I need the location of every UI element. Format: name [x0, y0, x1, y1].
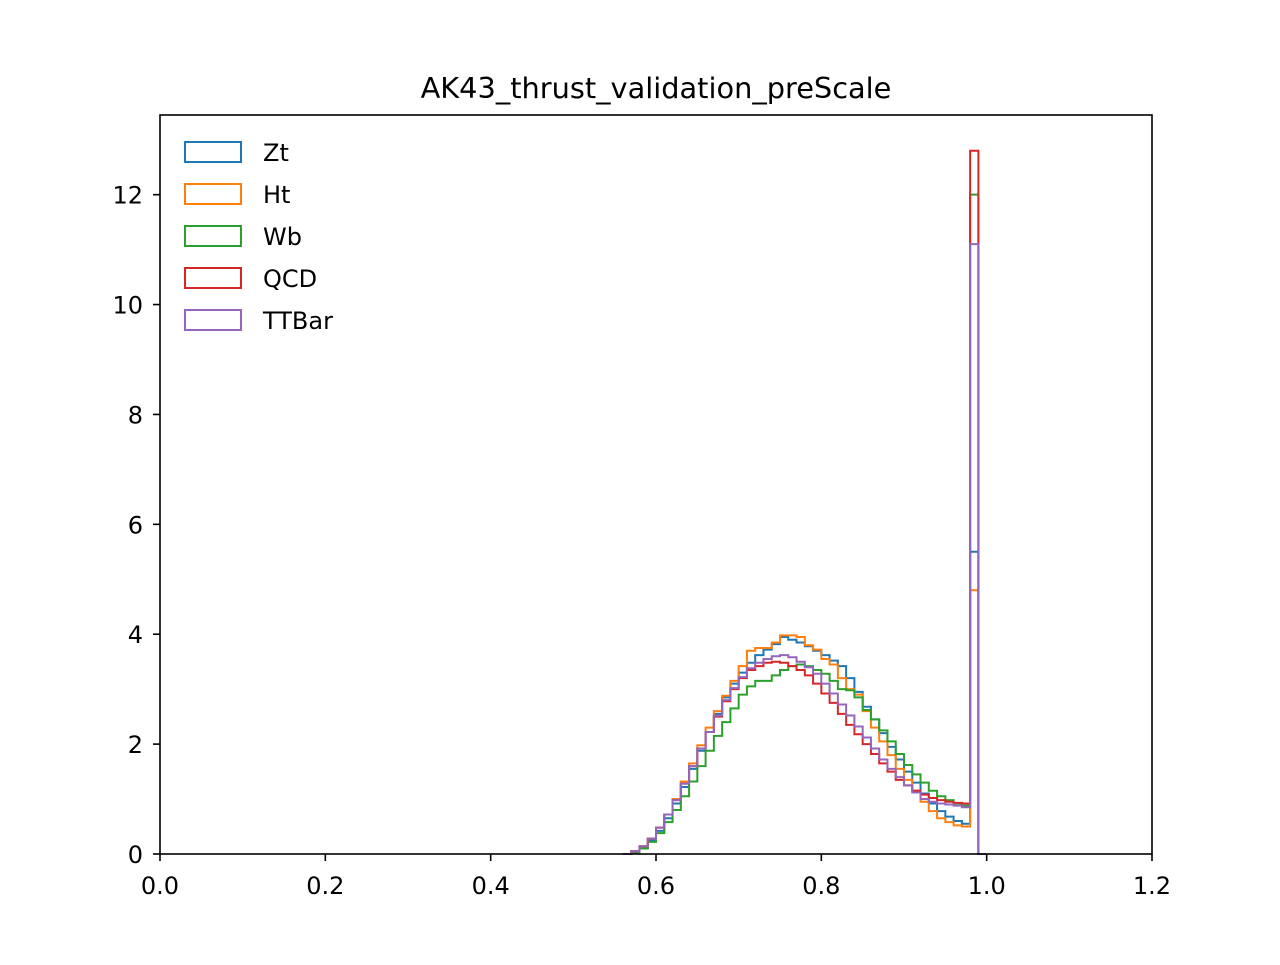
legend: Zt Ht Wb QCD TTBar [184, 139, 333, 335]
legend-label-qcd: QCD [263, 265, 317, 293]
legend-swatch-ht [184, 183, 242, 205]
axes: 0.0 0.2 0.4 0.6 0.8 1.0 1.2 0 2 4 6 8 10 12 [112, 114, 1171, 900]
legend-label-zt: Zt [263, 139, 289, 167]
x-tick-label: 1.2 [1133, 872, 1171, 900]
legend-swatch-zt [184, 141, 242, 163]
legend-swatch-ttbar [184, 309, 242, 331]
series-ht-line [622, 589, 987, 855]
x-tick-label: 0.0 [141, 872, 179, 900]
y-tick-label: 6 [128, 511, 143, 539]
x-tick-label: 0.2 [306, 872, 344, 900]
y-tick-label: 4 [128, 621, 143, 649]
series-ttbar-line [622, 243, 987, 855]
plot-area [622, 149, 987, 855]
legend-label-wb: Wb [263, 223, 302, 251]
y-tick-label: 2 [128, 731, 143, 759]
chart-title: AK43_thrust_validation_preScale [421, 71, 892, 105]
x-tick-label: 0.6 [637, 872, 675, 900]
x-tick-label: 1.0 [968, 872, 1006, 900]
y-tick-label: 10 [112, 292, 143, 320]
y-tick-label: 8 [128, 401, 143, 429]
legend-swatch-qcd [184, 267, 242, 289]
x-tick-label: 0.8 [802, 872, 840, 900]
legend-label-ttbar: TTBar [262, 307, 333, 335]
y-tick-label: 0 [128, 841, 143, 869]
legend-swatch-wb [184, 225, 242, 247]
legend-label-ht: Ht [263, 181, 290, 209]
x-tick-label: 0.4 [472, 872, 510, 900]
y-tick-label: 12 [112, 182, 143, 210]
